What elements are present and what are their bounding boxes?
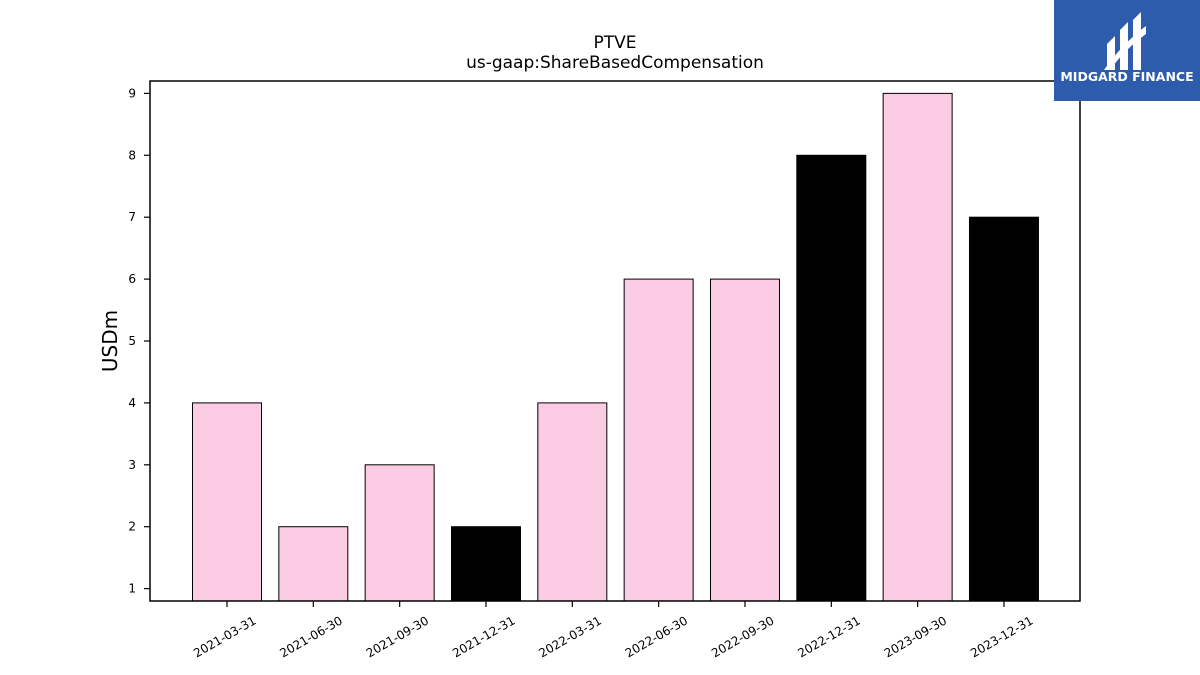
x-tick-label: 2022-06-30 — [623, 613, 690, 660]
bar-2023-12-31 — [968, 216, 1039, 602]
logo-wordmark: MIDGARD FINANCE — [1060, 69, 1193, 84]
plot-frame — [149, 80, 1081, 602]
y-tick-label: 5 — [128, 334, 136, 348]
logo-mark-icon — [1104, 12, 1146, 70]
bar-2021-09-30 — [364, 464, 435, 602]
y-tick-label: 6 — [128, 272, 136, 286]
y-tick-label: 1 — [128, 582, 136, 596]
bar-2022-03-31 — [537, 402, 608, 602]
y-tick-label: 4 — [128, 396, 136, 410]
bar-2021-03-31 — [192, 402, 262, 602]
x-tick-label: 2021-06-30 — [277, 613, 344, 660]
chart-title: PTVE — [593, 33, 636, 53]
x-tick-label: 2021-03-31 — [191, 613, 258, 660]
y-tick-label: 3 — [128, 458, 136, 472]
x-tick-label: 2022-03-31 — [536, 613, 603, 660]
y-axis-label: USDm — [98, 310, 122, 372]
bar-2021-12-31 — [450, 526, 521, 602]
bar-2022-12-31 — [796, 154, 867, 602]
bar-2021-06-30 — [278, 526, 349, 602]
brand-logo: MIDGARD FINANCE — [1054, 0, 1200, 101]
bar-group — [192, 92, 1039, 602]
bar-2023-09-30 — [882, 92, 953, 602]
chart-subtitle: us-gaap:ShareBasedCompensation — [466, 53, 764, 73]
bar-2022-06-30 — [623, 278, 694, 602]
x-tick-label: 2021-12-31 — [450, 613, 517, 660]
y-tick-label: 2 — [128, 520, 136, 534]
x-axis-ticks: 2021-03-31 2021-06-30 2021-09-30 2021-12-31… — [191, 601, 1035, 660]
x-tick-label: 2021-09-30 — [364, 613, 431, 660]
y-tick-label: 9 — [128, 86, 136, 100]
bar-2022-09-30 — [709, 278, 780, 602]
y-tick-label: 7 — [128, 210, 136, 224]
x-tick-label: 2022-12-31 — [795, 613, 862, 660]
x-tick-label: 2023-12-31 — [968, 613, 1035, 660]
y-axis-ticks: 1 2 3 4 5 6 7 8 9 — [128, 86, 150, 596]
x-tick-label: 2022-09-30 — [709, 613, 776, 660]
x-tick-label: 2023-09-30 — [882, 613, 949, 660]
y-tick-label: 8 — [128, 148, 136, 162]
